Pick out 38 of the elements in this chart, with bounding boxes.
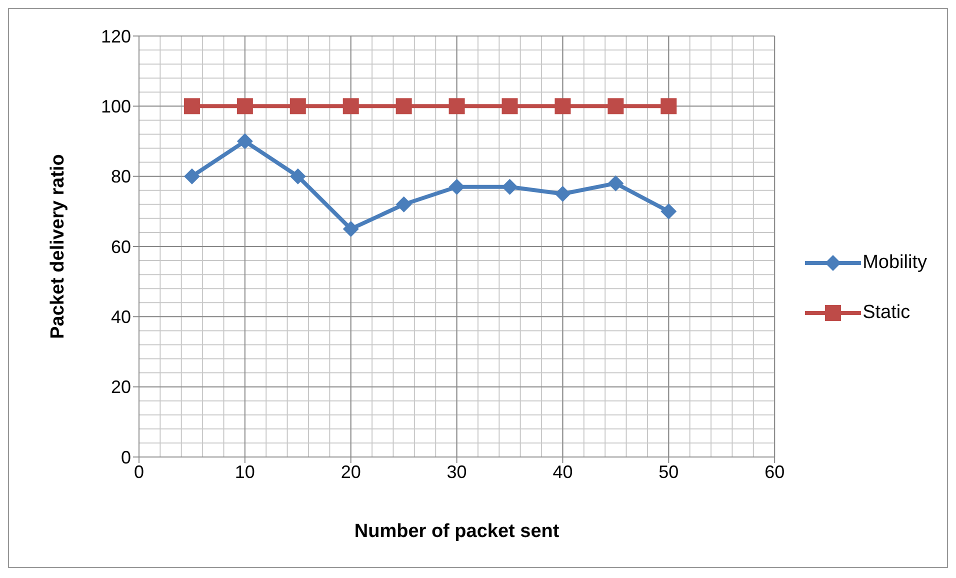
legend-label: Static <box>862 302 910 324</box>
x-tick-label: 10 <box>234 462 255 482</box>
point <box>502 178 518 195</box>
point <box>396 196 412 212</box>
point <box>448 98 465 114</box>
y-axis-title: Packet delivery ratio <box>48 154 69 339</box>
y-tick-label: 80 <box>110 166 131 187</box>
point <box>396 98 412 114</box>
point <box>608 98 624 114</box>
point <box>342 98 359 114</box>
legend-label: Mobility <box>862 252 927 274</box>
x-axis-title: Number of packet sent <box>354 521 560 542</box>
x-tick-label: 40 <box>552 462 573 482</box>
y-tick-label: 20 <box>110 377 131 398</box>
point <box>236 98 253 114</box>
y-tick-label: 0 <box>120 447 131 468</box>
point <box>184 168 200 184</box>
point <box>290 168 306 184</box>
point <box>554 186 571 202</box>
x-tick-label: 30 <box>446 462 467 482</box>
point <box>502 98 518 114</box>
point <box>290 98 306 114</box>
x-tick-label: 60 <box>764 462 785 482</box>
point <box>184 98 200 114</box>
point <box>660 203 677 220</box>
y-tick-label: 60 <box>110 236 131 257</box>
point <box>342 220 359 237</box>
x-tick-label: 0 <box>134 462 144 482</box>
y-tick-label: 100 <box>100 96 131 117</box>
x-tick-label: 50 <box>658 462 679 482</box>
point <box>554 98 571 114</box>
point <box>448 178 465 195</box>
y-tick-label: 40 <box>110 307 131 328</box>
x-tick-label: 20 <box>340 462 361 482</box>
point <box>608 175 624 192</box>
point <box>236 133 253 150</box>
y-tick-label: 120 <box>100 26 131 46</box>
point <box>660 98 677 114</box>
